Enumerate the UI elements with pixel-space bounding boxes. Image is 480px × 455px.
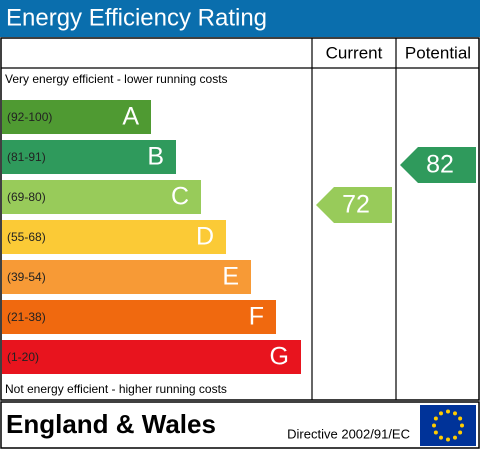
flag-star [439, 411, 443, 416]
band-letter: A [122, 103, 139, 131]
flag-star [432, 423, 436, 428]
flag-star [439, 435, 443, 440]
band-letter: D [196, 223, 214, 251]
band-range: (92-100) [7, 110, 52, 124]
band-letter: F [249, 303, 264, 331]
band-range: (1-20) [7, 350, 39, 364]
band-bar [2, 100, 151, 134]
band-bar [2, 300, 276, 334]
rating-value: 82 [426, 151, 454, 179]
potential-header: Potential [405, 43, 471, 62]
rating-value: 72 [342, 191, 370, 219]
band-letter: G [270, 343, 289, 371]
flag-star [433, 430, 438, 435]
footer-border [0, 401, 480, 449]
band-range: (81-91) [7, 150, 46, 164]
band-bar [2, 140, 176, 174]
flag-star [458, 416, 463, 421]
current-header: Current [326, 43, 383, 62]
band-bar [2, 180, 201, 214]
bottom-note: Not energy efficient - higher running co… [5, 382, 227, 396]
flag-star [433, 416, 438, 421]
title-bar [0, 0, 480, 37]
band-letter: E [222, 263, 239, 291]
title: Energy Efficiency Rating [6, 4, 267, 31]
flag-star [458, 430, 463, 435]
band-range: (39-54) [7, 270, 46, 284]
directive: Directive 2002/91/EC [287, 426, 410, 441]
flag-star [446, 437, 450, 442]
region: England & Wales [6, 409, 216, 439]
band-bar [2, 260, 251, 294]
band-letter: B [147, 143, 164, 171]
band-range: (55-68) [7, 230, 46, 244]
flag-star [453, 411, 457, 416]
band-range: (21-38) [7, 310, 46, 324]
flag-star [446, 409, 450, 414]
eu-flag [420, 405, 476, 446]
flag-star [453, 435, 457, 440]
rating-arrow [316, 187, 392, 223]
flag-stars [432, 409, 464, 442]
top-note: Very energy efficient - lower running co… [5, 72, 228, 86]
rating-arrow [400, 147, 476, 183]
band-range: (69-80) [7, 190, 46, 204]
band-bar [2, 340, 301, 374]
band-bar [2, 220, 226, 254]
flag-star [460, 423, 464, 428]
table-border [0, 37, 480, 401]
band-letter: C [171, 183, 189, 211]
